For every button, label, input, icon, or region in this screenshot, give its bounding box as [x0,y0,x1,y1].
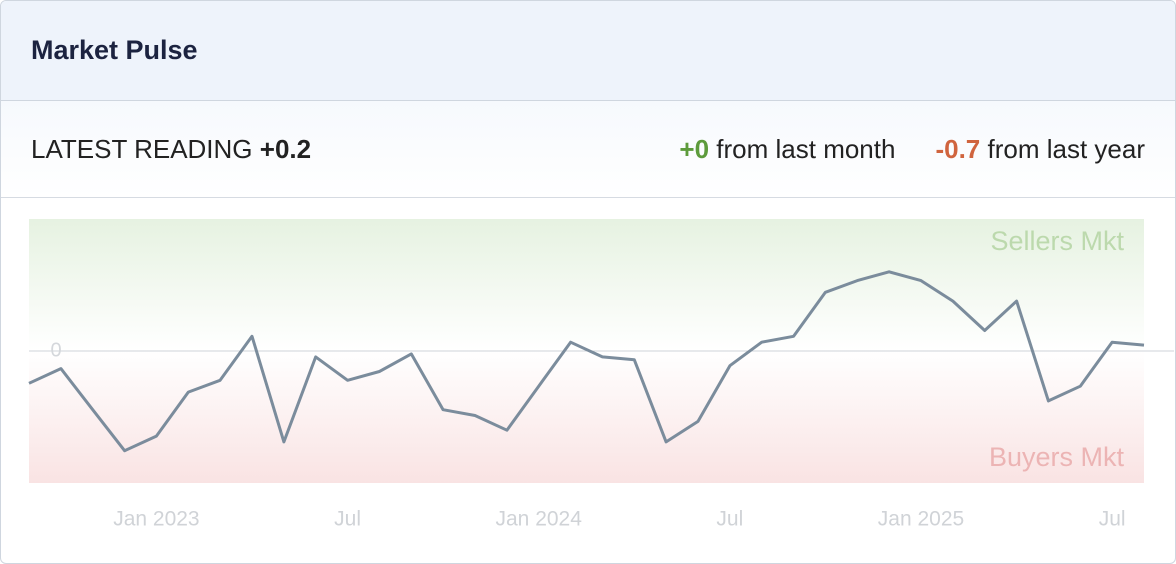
x-tick-label: Jan 2025 [878,508,964,531]
x-tick-label: Jul [334,508,361,531]
changes: +0 from last month -0.7 from last year [679,134,1145,165]
month-change-value: +0 [679,133,710,164]
buyers-zone [29,351,1144,483]
card-title: Market Pulse [31,35,198,65]
x-tick-label: Jul [1099,508,1126,531]
y-tick-label: 0 [50,339,61,361]
year-change-text: from last year [987,133,1146,164]
year-change-value: -0.7 [935,133,981,164]
month-change: +0 from last month [679,134,895,165]
latest-value: +0.2 [259,133,312,164]
x-tick-label: Jan 2023 [113,508,199,531]
sellers-zone [29,219,1144,351]
x-tick-label: Jan 2024 [496,508,583,531]
latest-label: LATEST READING [31,133,253,164]
sellers-label: Sellers Mkt [990,226,1124,256]
buyers-label: Buyers Mkt [989,442,1125,472]
year-change: -0.7 from last year [935,134,1145,165]
pulse-line [28,270,1145,453]
chart: 0 Sellers Mkt Buyers Mkt Jan 2023 Jul Jan 202… [28,219,1174,531]
header: Market Pulse [1,1,1175,101]
latest-reading: LATEST READING +0.2 [31,134,311,165]
month-change-text: from last month [716,133,896,164]
summary: LATEST READING +0.2 +0 from last month -… [1,101,1175,198]
x-tick-label: Jul [716,508,743,531]
